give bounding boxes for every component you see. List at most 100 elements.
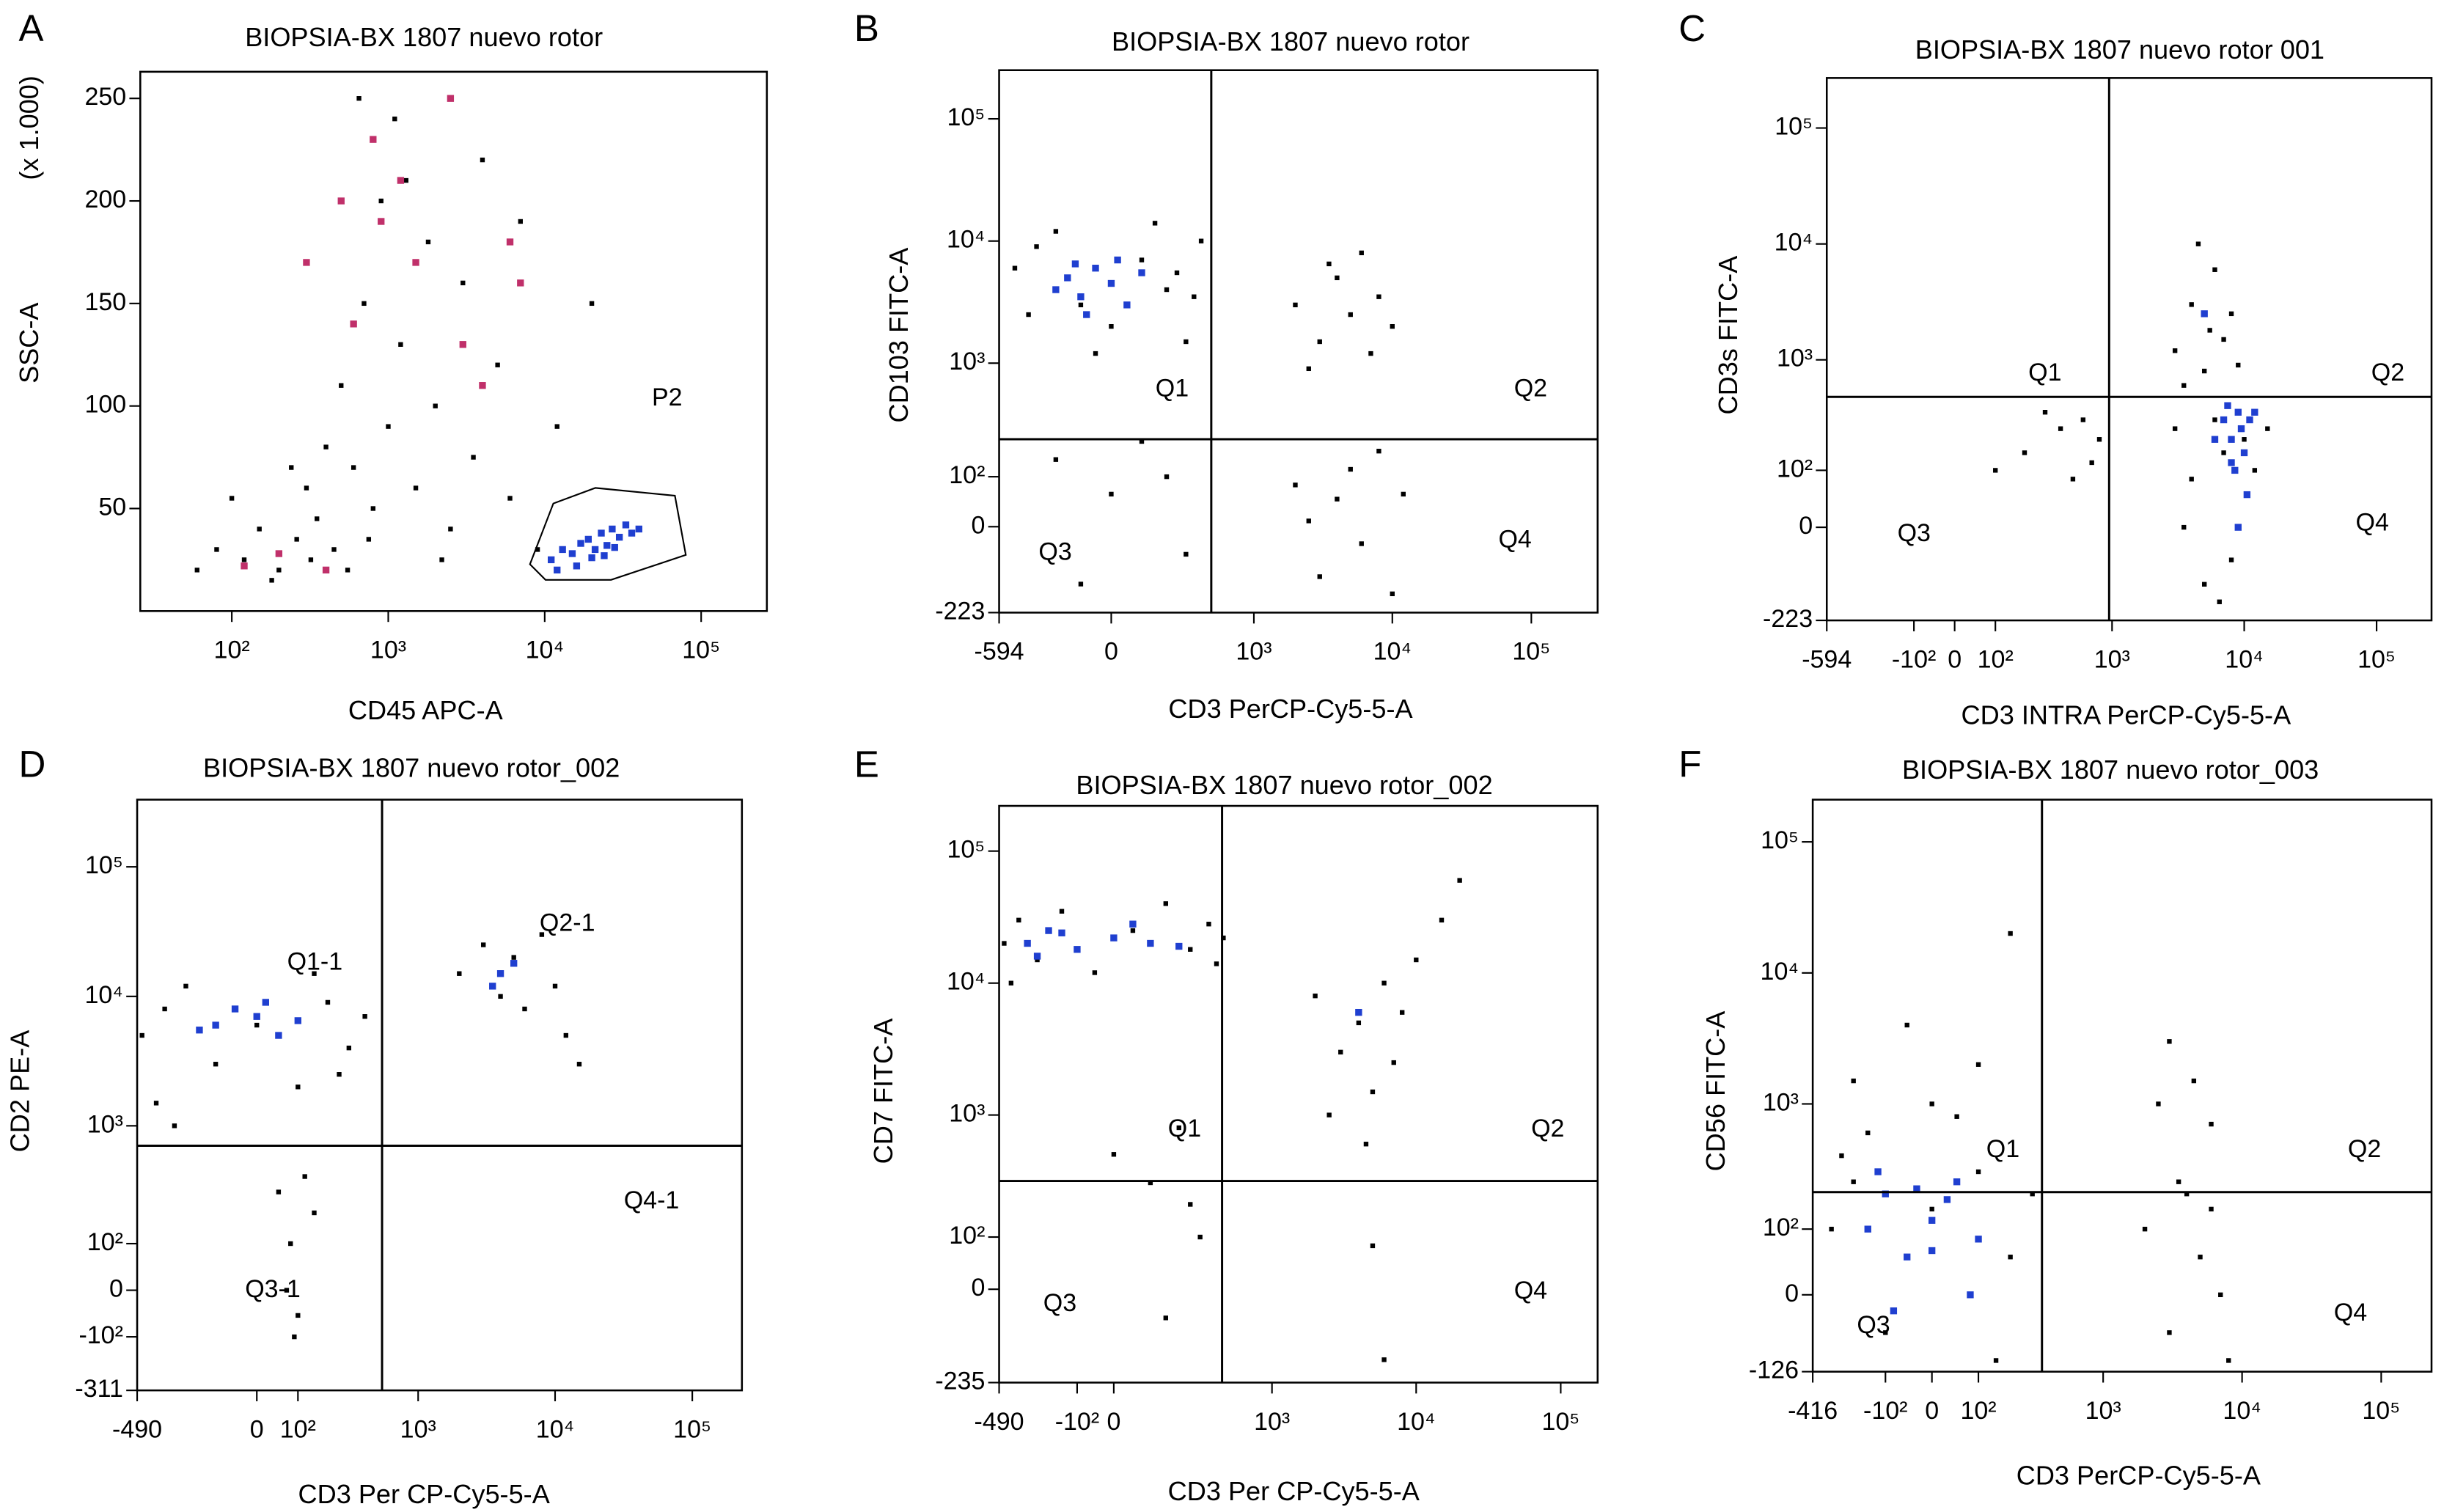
data-point — [2058, 426, 2063, 431]
y-tick-label: 10³ — [1763, 1088, 1799, 1116]
data-point — [339, 383, 344, 388]
data-point — [2236, 362, 2241, 368]
data-point — [591, 546, 599, 554]
y-axis-label: CD56 FITC-A — [1700, 1010, 1731, 1172]
data-point — [2207, 328, 2212, 333]
data-point — [1110, 934, 1118, 942]
data-point — [397, 177, 405, 184]
data-point — [1355, 1008, 1362, 1016]
y-axis-unit: (x 1.000) — [14, 76, 44, 180]
quadrant-label: Q1 — [1986, 1135, 2019, 1163]
data-point — [1376, 449, 1381, 454]
y-tick-label: 10² — [949, 461, 985, 489]
data-point — [304, 485, 309, 491]
data-point — [213, 1062, 219, 1067]
data-point — [1138, 269, 1145, 276]
data-point — [1829, 1226, 1834, 1232]
data-point — [1317, 339, 1322, 345]
data-point — [1356, 1020, 1362, 1026]
data-point — [1457, 878, 1462, 883]
data-point — [262, 999, 269, 1006]
data-point — [276, 568, 282, 573]
quadrant-label: Q4-1 — [624, 1186, 680, 1214]
y-tick-label: 10⁵ — [947, 836, 985, 864]
data-point — [479, 382, 486, 389]
data-point — [1078, 302, 1084, 308]
data-point — [2030, 1192, 2035, 1197]
data-point — [275, 550, 283, 557]
data-point — [2240, 449, 2248, 457]
data-point — [378, 218, 385, 225]
x-tick-label: 10³ — [2094, 645, 2130, 673]
data-point — [1024, 939, 1031, 947]
data-point — [1975, 1062, 1981, 1067]
x-tick-label: -10² — [1892, 645, 1936, 673]
data-point — [2096, 437, 2102, 442]
data-point — [2198, 1255, 2203, 1260]
x-tick-label: -416 — [1788, 1397, 1838, 1425]
data-point — [1052, 286, 1060, 293]
data-point — [1175, 942, 1183, 950]
plot-frame — [998, 804, 1599, 1384]
x-tick-label: 10³ — [400, 1415, 436, 1443]
x-tick-label: 10⁴ — [2225, 645, 2263, 673]
data-point — [1164, 287, 1170, 293]
data-point — [1109, 323, 1114, 329]
data-point — [1904, 1022, 1909, 1028]
quadrant-label: Q1-1 — [287, 948, 343, 976]
data-point — [303, 259, 310, 266]
data-point — [356, 96, 362, 101]
plot-frame — [1811, 799, 2433, 1373]
data-point — [433, 403, 438, 408]
data-point — [1139, 257, 1145, 263]
quadrant-label: Q2 — [1531, 1115, 1564, 1142]
x-tick-label: 10⁴ — [1373, 638, 1412, 666]
data-point — [2191, 1078, 2197, 1084]
data-point — [288, 1241, 293, 1247]
data-point — [1326, 1112, 1332, 1118]
data-point — [1092, 265, 1099, 272]
data-point — [1176, 1125, 1181, 1131]
chart-title: BIOPSIA-BX 1807 nuevo rotor — [245, 22, 603, 52]
data-point — [1890, 1307, 1898, 1315]
data-point — [495, 362, 500, 367]
x-tick-label: 10⁵ — [682, 636, 720, 664]
data-point — [1293, 302, 1298, 308]
data-point — [1967, 1291, 1974, 1299]
data-point — [1045, 927, 1052, 934]
data-point — [2202, 581, 2207, 587]
data-point — [1338, 1049, 1343, 1055]
data-point — [366, 537, 372, 542]
y-tick-label: 10³ — [1777, 345, 1813, 373]
data-point — [459, 341, 466, 348]
data-point — [1975, 1236, 1982, 1243]
y-tick-label: 0 — [1785, 1280, 1799, 1307]
data-point — [398, 342, 403, 347]
plot-frame — [1825, 77, 2433, 622]
data-point — [1092, 970, 1098, 975]
data-point — [1152, 221, 1158, 226]
data-point — [2217, 599, 2222, 604]
data-point — [275, 1032, 282, 1039]
data-point — [1368, 351, 1373, 356]
data-point — [1192, 294, 1197, 299]
data-point — [448, 526, 453, 532]
quadrant-label: Q1 — [1156, 374, 1189, 402]
data-point — [1851, 1179, 1856, 1184]
y-tick-label: -223 — [935, 597, 985, 625]
data-point — [2234, 524, 2242, 531]
y-tick-label: 10⁴ — [947, 968, 985, 996]
data-point — [378, 198, 384, 204]
quadrant-label: Q3 — [1043, 1289, 1076, 1317]
quadrant-label: Q1 — [2028, 359, 2061, 386]
gate-polygon — [529, 487, 687, 581]
data-point — [2226, 1358, 2231, 1363]
data-point — [1993, 1358, 1999, 1363]
panel-letter: B — [854, 7, 879, 49]
quadrant-label: Q3 — [1857, 1311, 1890, 1339]
data-point — [1008, 980, 1014, 986]
data-point — [1929, 1206, 1934, 1212]
data-point — [1002, 941, 1007, 946]
